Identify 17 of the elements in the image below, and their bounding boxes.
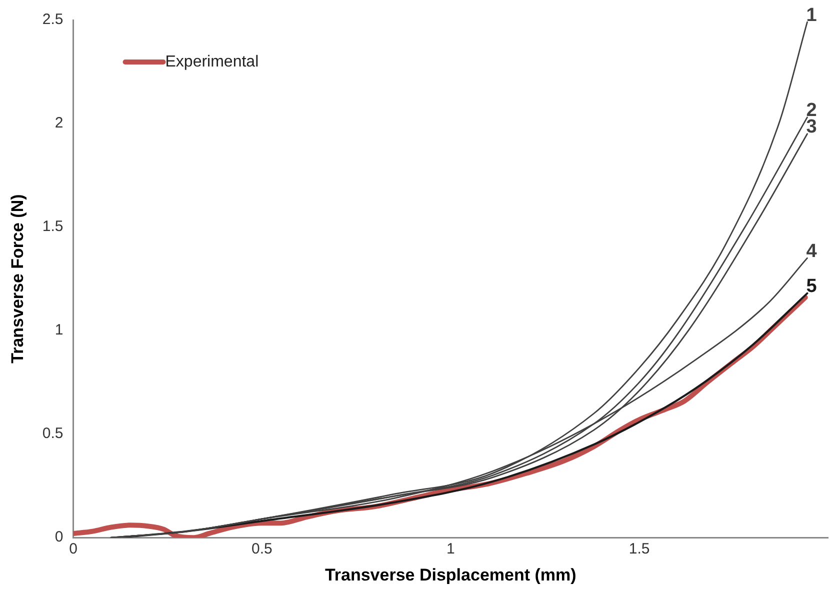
y-tick-label: 2 [54,114,64,132]
y-tick-label: 0.5 [42,425,64,442]
y-axis-title: Transverse Force (N) [8,194,27,364]
x-tick-label: 1 [446,540,455,558]
x-tick-label: 1.5 [628,540,650,558]
x-axis-title: Transverse Displacement (mm) [324,565,576,584]
series-label: 4 [806,240,818,262]
x-tick-label: 0 [69,540,78,558]
legend-label: Experimental [165,53,259,70]
series-label: 1 [806,4,818,26]
y-tick-label: 0 [54,528,64,546]
x-tick-label: 0.5 [252,540,272,558]
y-tick-label: 1 [54,322,64,339]
y-tick-label: 1.5 [42,218,64,236]
series-label: 3 [806,116,817,138]
series-label: 5 [806,276,818,298]
y-tick-label: 2.5 [42,11,64,28]
